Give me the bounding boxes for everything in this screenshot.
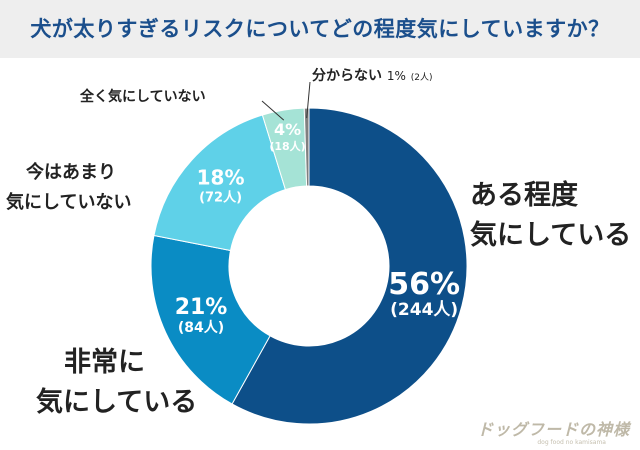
slice-percent: 1% bbox=[386, 69, 406, 83]
leader-line bbox=[306, 81, 311, 119]
slice-count: (84人) bbox=[178, 319, 224, 336]
label-line: 気にしている bbox=[470, 220, 632, 251]
site-logo: ドッグフードの神様 bbox=[476, 420, 630, 439]
label-line: 気にしていない bbox=[6, 192, 132, 213]
label-not-at-all-concerned: 全く気にしていない bbox=[80, 86, 206, 106]
slice-dont-know bbox=[303, 107, 310, 187]
slice-count: (2人) bbox=[410, 73, 433, 83]
label-line: ある程度 bbox=[470, 180, 578, 211]
label-not-very-concerned: 今はあまり 気にしていない bbox=[6, 158, 131, 218]
slice-percent: 18% bbox=[197, 165, 245, 189]
slice-percent: 56% bbox=[388, 267, 460, 302]
label-line: 非常に bbox=[64, 347, 145, 378]
slice-not-very bbox=[153, 114, 287, 252]
label-line: 全く気にしていない bbox=[80, 89, 206, 105]
label-line: 気にしている bbox=[36, 387, 198, 418]
label-line: 今はあまり bbox=[26, 162, 116, 183]
leader-line bbox=[261, 100, 285, 121]
slice-somewhat bbox=[231, 107, 468, 425]
slice-very bbox=[150, 234, 271, 405]
slice-percent: 4% bbox=[274, 120, 301, 139]
label-line: 分からない bbox=[312, 68, 382, 84]
label-somewhat-concerned: ある程度 気にしている bbox=[470, 176, 631, 256]
chart-title: 犬が太りすぎるリスクについてどの程度気にしていますか？ bbox=[30, 17, 610, 41]
slice-count: (72人) bbox=[199, 189, 242, 205]
slice-percent: 21% bbox=[175, 295, 228, 320]
slice-count: (244人) bbox=[390, 300, 458, 320]
label-very-concerned: 非常に 気にしている bbox=[36, 343, 197, 423]
label-dont-know: 分からない 1% (2人) bbox=[312, 65, 433, 85]
slice-count: (18人) bbox=[269, 139, 305, 153]
title-bar bbox=[0, 0, 640, 58]
site-logo-subtext: dog food no kamisama bbox=[537, 439, 606, 446]
